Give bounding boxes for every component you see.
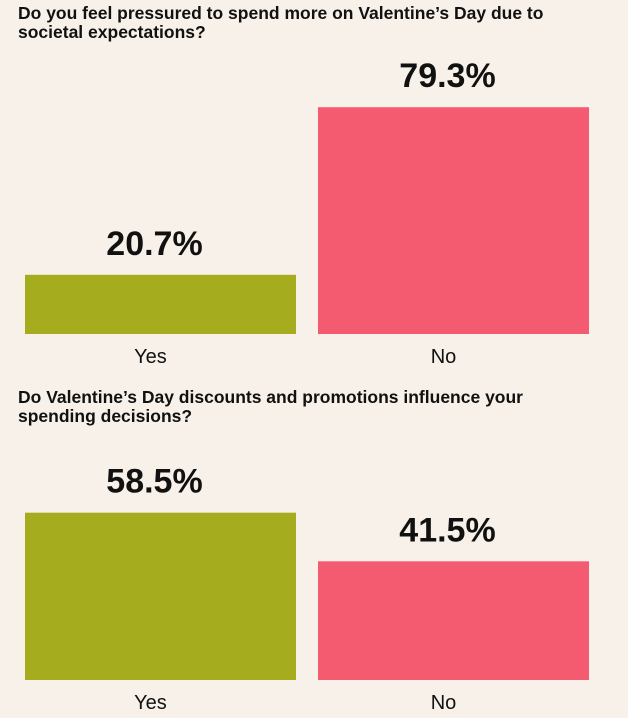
bar-chart-svg: 20.7% Yes 79.3% No: [25, 57, 589, 368]
value-label-no: 41.5%: [399, 511, 495, 549]
bar-yes: [25, 512, 296, 680]
value-label-yes: 58.5%: [106, 463, 202, 501]
category-label-yes: Yes: [134, 346, 167, 368]
chart-title: Do Valentine’s Day discounts and promoti…: [18, 387, 523, 426]
bar-no: [318, 561, 589, 680]
category-label-no: No: [431, 692, 457, 714]
value-label-yes: 20.7%: [106, 225, 202, 263]
bar-yes: [25, 274, 296, 334]
category-label-yes: Yes: [134, 692, 167, 714]
bar-chart-svg: 58.5% Yes 41.5% No: [25, 463, 589, 714]
chart-2: Do Valentine’s Day discounts and promoti…: [0, 384, 628, 718]
value-label-no: 79.3%: [399, 57, 495, 95]
chart-1: Do you feel pressured to spend more on V…: [18, 3, 589, 368]
chart-title: Do you feel pressured to spend more on V…: [18, 3, 544, 42]
category-label-no: No: [431, 346, 457, 368]
bar-no: [318, 107, 589, 334]
